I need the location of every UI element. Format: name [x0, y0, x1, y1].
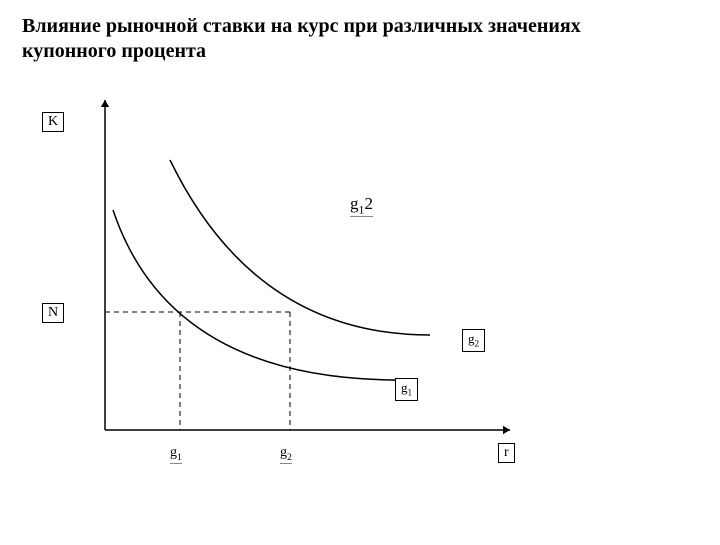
x-tick-label-g1: g1	[170, 446, 182, 464]
x-axis-label-r: r	[498, 443, 515, 463]
curve-label-g1: g1	[395, 378, 418, 401]
chart-svg	[0, 0, 720, 540]
y-axis-label-K: K	[42, 112, 64, 132]
x-tick-label-g2: g2	[280, 446, 292, 464]
curve-label-g2: g2	[462, 329, 485, 352]
relation-label: g12	[350, 195, 373, 217]
page: Влияние рыночной ставки на курс при разл…	[0, 0, 720, 540]
level-label-N: N	[42, 303, 64, 323]
chart	[0, 0, 720, 540]
